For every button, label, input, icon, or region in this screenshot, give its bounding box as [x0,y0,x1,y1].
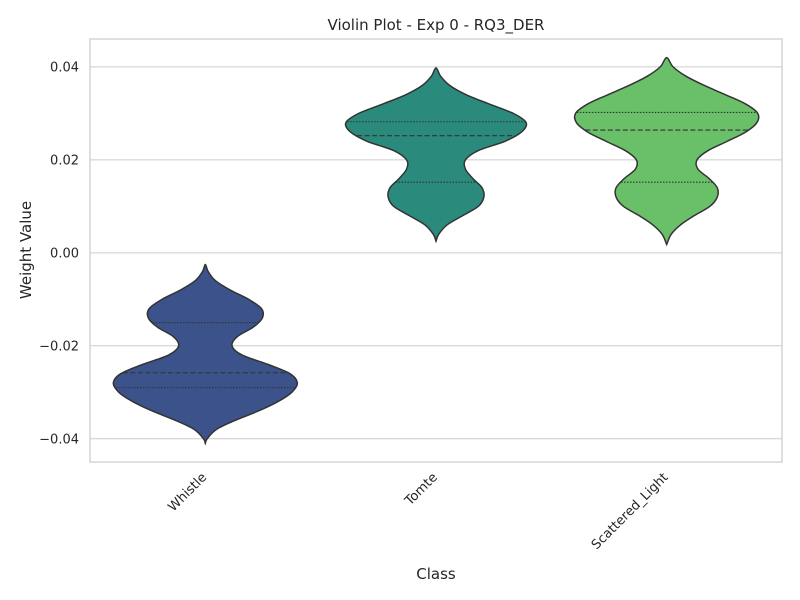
y-axis-tick-labels: 0.04 0.02 0.00 −0.02 −0.04 [39,60,79,447]
violin-scattered-light [573,56,760,247]
violin-shape [112,263,299,446]
y-tick-label: 0.00 [50,246,79,261]
x-tick-label: Tomte [402,470,441,509]
x-axis-title: Class [416,565,456,583]
violin-shape [344,67,528,244]
violin-tomte [344,67,528,244]
violins [112,56,760,446]
chart-title: Violin Plot - Exp 0 - RQ3_DER [328,16,545,35]
y-tick-label: −0.02 [39,339,79,354]
x-tick-label: Whistle [165,470,210,515]
y-tick-label: −0.04 [39,432,79,447]
y-axis-title: Weight Value [17,201,35,299]
x-tick-label: Scattered_Light [589,470,672,553]
y-tick-label: 0.04 [50,60,79,75]
x-axis-tick-labels: Whistle Tomte Scattered_Light [165,470,671,553]
y-tick-label: 0.02 [50,153,79,168]
violin-shape [573,56,760,247]
violin-whistle [112,263,299,446]
